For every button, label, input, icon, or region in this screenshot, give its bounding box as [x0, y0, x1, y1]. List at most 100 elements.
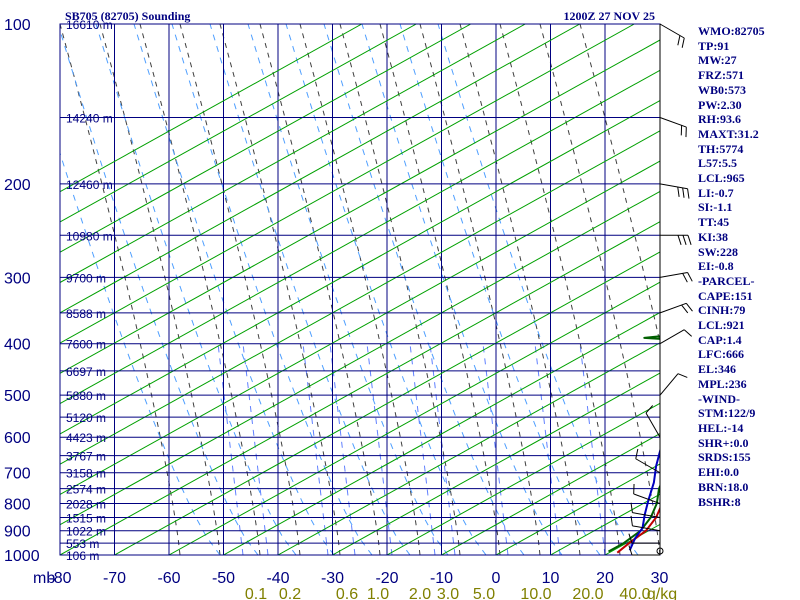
dry-adiabat — [139, 24, 261, 555]
index-item: LCL:965 — [698, 171, 745, 186]
moist-adiabat — [95, 24, 297, 555]
index-item: LI:-0.7 — [698, 185, 734, 200]
height-label: 16610 m — [66, 18, 113, 32]
mixing-ratio-label: 20.0 — [572, 586, 603, 600]
index-item: BRN:18.0 — [698, 479, 749, 494]
pressure-tick-label: 600 — [4, 430, 31, 447]
moist-adiabat — [247, 24, 449, 555]
mixing-ratio-label: 0.2 — [279, 586, 301, 600]
dry-adiabat — [179, 24, 301, 555]
y-axis-unit: mb — [33, 570, 55, 587]
sounding-line — [608, 335, 660, 553]
height-label: 2028 m — [66, 498, 106, 512]
height-label: 5120 m — [66, 411, 106, 425]
temperature-tick-label: -60 — [157, 570, 180, 587]
wind-barb-flag — [685, 303, 693, 312]
mixing-ratio-label: g/kg — [647, 586, 677, 600]
index-item: WB0:573 — [698, 82, 746, 97]
index-item: SI:-1.1 — [698, 200, 733, 215]
mixing-ratio-label: 3.0 — [437, 586, 459, 600]
index-item: CAP:1.4 — [698, 332, 742, 347]
mixing-ratio-label: 1.0 — [367, 586, 389, 600]
moist-adiabat — [209, 24, 411, 555]
index-item: -WIND- — [698, 391, 740, 406]
index-item: WMO:82705 — [698, 24, 765, 38]
wind-barb-flag — [630, 502, 633, 513]
isotherm-line — [60, 130, 660, 465]
moist-adiabat — [60, 28, 259, 555]
temperature-tick-label: -20 — [375, 570, 398, 587]
isotherm-line — [277, 342, 660, 555]
wind-barb — [645, 412, 661, 438]
wind-barb — [632, 512, 661, 519]
wind-barb — [632, 525, 661, 532]
temperature-tick-label: -70 — [103, 570, 126, 587]
moist-adiabat — [361, 24, 563, 555]
chart-title: SB705 (82705) Sounding — [65, 9, 190, 23]
moist-adiabat — [133, 24, 335, 555]
isotherm-line — [114, 251, 660, 555]
indices-panel: WMO:82705 TP:91 MW:27 FRZ:571 WB0:573 PW:2.30… — [698, 24, 798, 509]
temperature-tick-label: 10 — [542, 570, 560, 587]
index-item: RH:93.6 — [698, 112, 741, 127]
dry-adiabat — [259, 24, 381, 555]
temperature-tick-label: -80 — [48, 570, 71, 587]
wind-barb-flag — [677, 186, 680, 197]
mixing-ratio-label: 2.0 — [409, 586, 431, 600]
wind-barb — [659, 373, 679, 396]
height-label: 14240 m — [66, 112, 113, 126]
dry-adiabat — [339, 24, 461, 555]
wind-barb-flag — [683, 329, 693, 337]
isotherm-line — [60, 24, 635, 344]
wind-barb — [633, 493, 661, 505]
isotherm-line — [60, 24, 417, 223]
temperature-tick-label: -40 — [266, 570, 289, 587]
index-item: L57:5.5 — [698, 156, 737, 171]
dry-adiabat — [459, 24, 581, 555]
height-label: 553 m — [66, 537, 99, 551]
height-label: 9700 m — [66, 271, 106, 285]
dry-adiabat — [539, 24, 660, 555]
height-label: 10980 m — [66, 229, 113, 243]
pressure-tick-label: 500 — [4, 388, 31, 405]
index-item: CINH:79 — [698, 303, 746, 318]
isotherm-line — [60, 99, 660, 435]
wind-barb-flag — [628, 545, 633, 556]
pressure-tick-label: 200 — [4, 177, 31, 194]
index-item: SHR+:0.0 — [698, 435, 749, 450]
height-label: 2574 m — [66, 483, 106, 497]
temperature-tick-label: -30 — [321, 570, 344, 587]
dry-adiabat — [299, 24, 421, 555]
dry-adiabat — [99, 24, 221, 555]
moist-adiabat — [60, 151, 221, 555]
isotherm-line — [386, 402, 660, 555]
height-label: 4423 m — [66, 431, 106, 445]
temperature-tick-label: -10 — [430, 570, 453, 587]
pressure-tick-label: 800 — [4, 497, 31, 514]
temperature-tick-label: -50 — [212, 570, 235, 587]
pressure-tick-label: 700 — [4, 466, 31, 483]
mixing-ratio-label: 40.0 — [619, 586, 650, 600]
isotherm-line — [332, 372, 660, 555]
dry-adiabat — [219, 24, 341, 555]
isotherm-line — [441, 433, 660, 555]
pressure-tick-label: 300 — [4, 270, 31, 287]
index-item: STM:122/9 — [698, 406, 756, 421]
pressure-tick-label: 100 — [4, 17, 31, 34]
index-item: LCL:921 — [698, 318, 745, 333]
isotherm-line — [60, 160, 660, 496]
isotherm-line — [168, 281, 660, 555]
height-label: 106 m — [66, 549, 99, 563]
index-item: HEL:-14 — [698, 420, 744, 435]
isotherm-line — [60, 69, 660, 405]
calm-wind-marker — [656, 547, 664, 555]
height-label: 3767 m — [66, 450, 106, 464]
height-label: 1022 m — [66, 525, 106, 539]
moist-adiabat — [171, 24, 373, 555]
isotherm-line — [60, 190, 660, 526]
isotherm-line — [60, 24, 526, 284]
height-label: 12460 m — [66, 178, 113, 192]
pressure-tick-label: 400 — [4, 337, 31, 354]
temperature-tick-label: 0 — [492, 570, 501, 587]
